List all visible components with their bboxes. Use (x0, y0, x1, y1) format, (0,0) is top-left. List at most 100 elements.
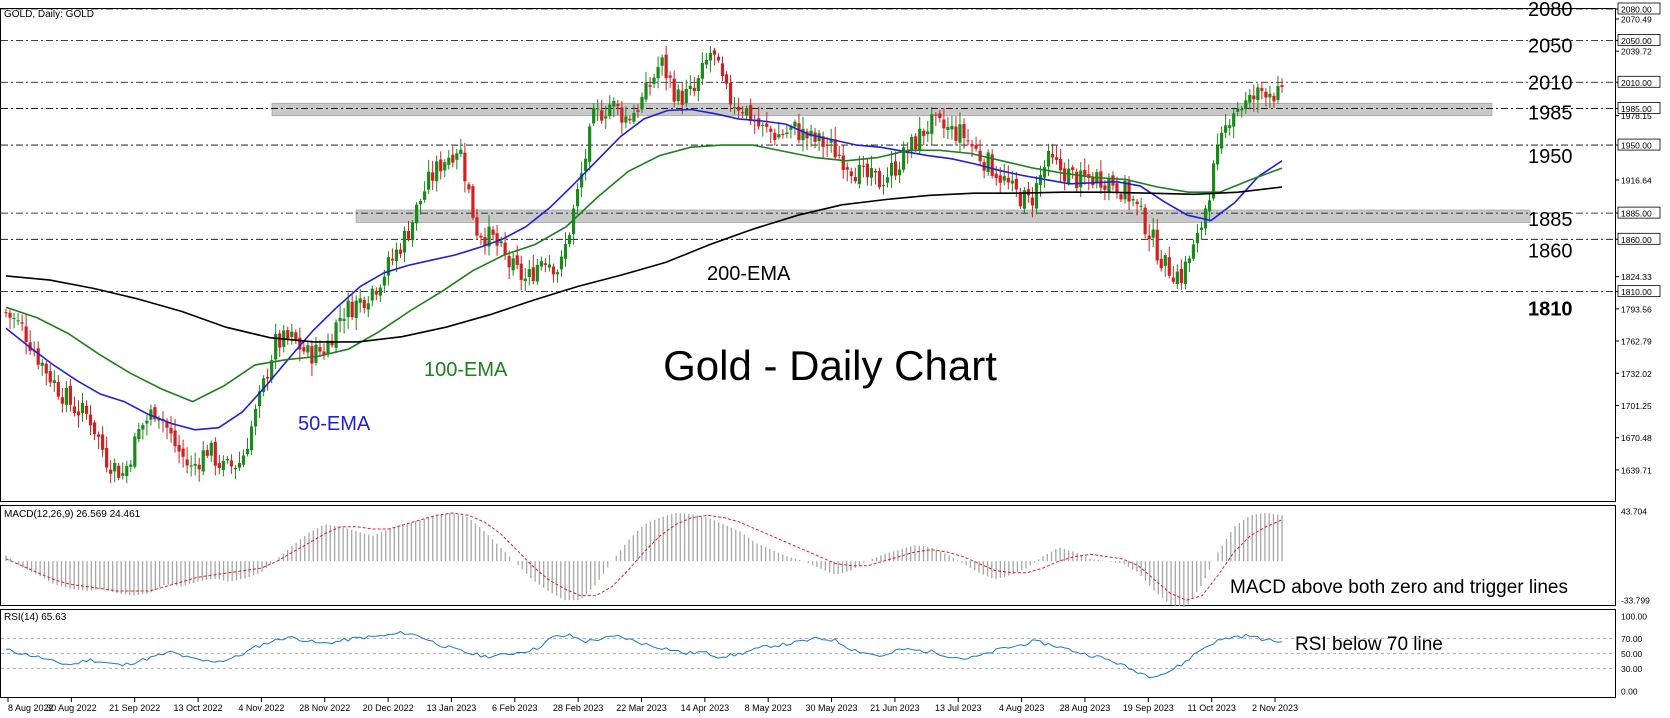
candle-up (684, 89, 688, 104)
candle-down (543, 263, 547, 266)
rsi-tick-label: 0.00 (1621, 687, 1638, 697)
candle-up (1079, 170, 1083, 188)
candle-up (314, 344, 318, 363)
ema50-label: 50-EMA (298, 413, 371, 435)
date-tick-label: 20 Dec 2022 (363, 703, 414, 713)
candle-down (922, 130, 926, 136)
date-tick-label: 13 Jul 2023 (935, 703, 982, 713)
candle-down (1014, 178, 1018, 190)
candle-down (330, 340, 334, 346)
candle-up (588, 126, 592, 162)
candle-down (185, 459, 189, 466)
date-tick-label: 4 Nov 2022 (238, 703, 284, 713)
candle-up (241, 455, 246, 465)
candle-up (418, 201, 423, 205)
candle-down (217, 463, 221, 468)
candle-up (370, 288, 374, 301)
candle-up (141, 425, 145, 430)
candle-up (644, 82, 648, 100)
candle-down (72, 406, 77, 414)
candle-down (954, 126, 958, 141)
candle-up (257, 391, 262, 407)
level-label-2010: 2010 (1528, 72, 1573, 94)
candle-down (286, 330, 290, 339)
candle-down (749, 105, 753, 122)
candle-up (1224, 125, 1228, 133)
candle-up (632, 112, 636, 122)
candle-up (608, 104, 612, 117)
candle-up (596, 108, 600, 110)
candle-up (121, 473, 125, 476)
candle-up (129, 464, 133, 467)
date-tick-label: 28 Nov 2022 (299, 703, 350, 713)
candle-down (1143, 207, 1147, 235)
candle-up (1139, 205, 1143, 207)
candle-up (52, 380, 56, 383)
candle-up (688, 85, 692, 89)
date-tick-label: 28 Feb 2023 (553, 703, 604, 713)
candle-down (934, 114, 938, 116)
candle-up (1002, 176, 1006, 181)
candle-up (902, 147, 906, 170)
candle-up (354, 300, 358, 318)
candle-down (406, 230, 411, 239)
candle-up (414, 204, 419, 224)
candle-down (36, 348, 40, 365)
candle-up (326, 340, 330, 355)
candle-down (213, 441, 217, 466)
candle-up (640, 96, 644, 110)
candle-down (821, 136, 825, 147)
candle-up (386, 257, 390, 276)
candle-down (551, 266, 556, 275)
candle-up (133, 436, 137, 467)
candle-up (777, 134, 781, 138)
candle-up (455, 153, 459, 160)
candle-down (942, 119, 946, 129)
date-tick-label: 13 Oct 2022 (174, 703, 223, 713)
candle-up (1248, 94, 1252, 103)
candle-down (266, 376, 270, 379)
candle-down (4, 312, 8, 314)
candle-down (1063, 168, 1067, 182)
candle-down (1115, 183, 1119, 193)
candle-up (885, 177, 890, 183)
candle-up (930, 114, 934, 134)
candle-up (358, 298, 362, 303)
candle-down (491, 229, 495, 235)
rsi-tick-label: 100.00 (1621, 612, 1647, 622)
price-tick-box (1617, 285, 1661, 298)
candle-up (274, 333, 278, 360)
date-tick-label: 21 Sep 2022 (109, 703, 160, 713)
candle-up (567, 235, 572, 244)
candle-up (306, 345, 310, 353)
candle-down (374, 290, 378, 295)
candle-down (1018, 191, 1022, 207)
price-tick-box (1617, 75, 1661, 88)
candle-up (378, 287, 382, 296)
chart-title: Gold - Daily Chart (663, 342, 997, 389)
price-tick-label: 1793.56 (1621, 304, 1652, 314)
candle-down (680, 90, 684, 105)
candle-up (732, 107, 737, 109)
level-label-2080: 2080 (1528, 0, 1573, 21)
level-label-1860: 1860 (1528, 240, 1573, 262)
candle-down (970, 143, 974, 147)
candle-up (1191, 244, 1196, 259)
candle-down (483, 237, 487, 246)
candle-down (600, 110, 604, 121)
candle-up (262, 378, 266, 392)
candle-up (881, 185, 886, 187)
price-tick-label: 2010.00 (1621, 78, 1652, 88)
candle-up (539, 261, 543, 267)
candle-down (773, 132, 777, 140)
candle-up (745, 108, 749, 116)
candle-up (435, 161, 439, 182)
candle-up (1067, 168, 1071, 184)
candle-down (741, 112, 745, 114)
zone-0 (271, 102, 1493, 117)
candle-down (117, 465, 121, 478)
candle-down (431, 172, 435, 181)
candle-down (966, 140, 970, 142)
candle-up (402, 230, 407, 253)
candle-up (1232, 113, 1236, 127)
